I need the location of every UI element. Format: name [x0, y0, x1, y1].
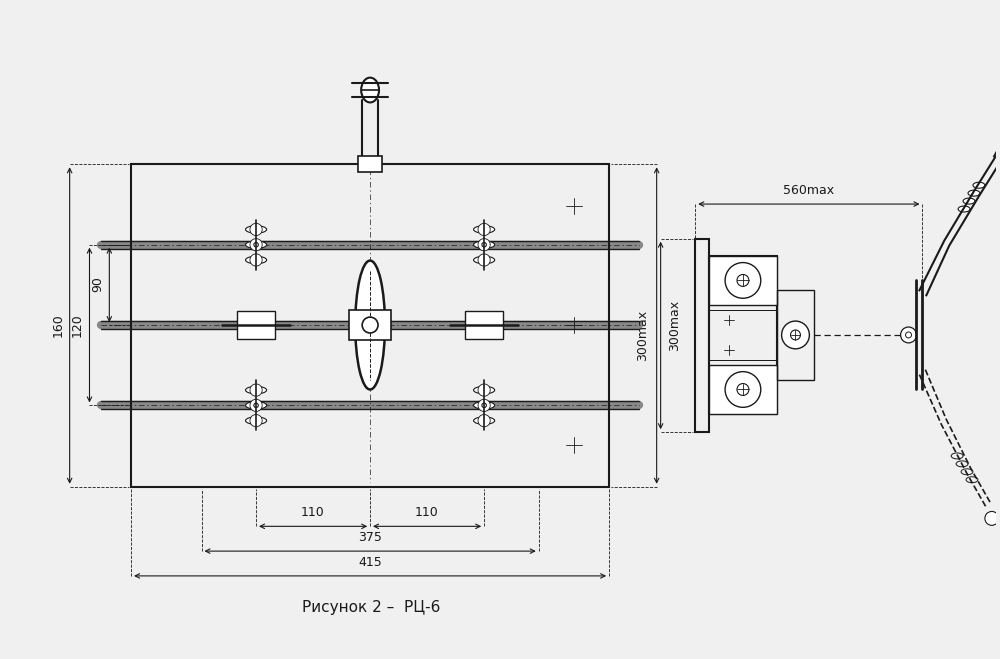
Ellipse shape — [246, 417, 267, 424]
Circle shape — [478, 254, 490, 266]
Text: 300max: 300max — [668, 299, 681, 351]
Circle shape — [478, 384, 490, 396]
Text: 375: 375 — [358, 530, 382, 544]
Circle shape — [478, 399, 490, 411]
Ellipse shape — [361, 78, 379, 102]
Bar — [349, 310, 391, 340]
Ellipse shape — [474, 256, 495, 264]
Ellipse shape — [963, 198, 975, 204]
Bar — [709, 364, 777, 415]
Circle shape — [250, 254, 262, 266]
Bar — [709, 256, 777, 415]
Bar — [709, 256, 777, 305]
Circle shape — [478, 239, 490, 251]
Bar — [358, 156, 382, 173]
Circle shape — [725, 262, 761, 299]
Circle shape — [985, 511, 999, 525]
Circle shape — [478, 223, 490, 235]
Text: 160: 160 — [51, 313, 64, 337]
Ellipse shape — [968, 190, 980, 196]
Text: Рисунок 2 –  РЦ-6: Рисунок 2 – РЦ-6 — [302, 600, 440, 615]
Circle shape — [482, 243, 486, 247]
Text: 110: 110 — [301, 506, 324, 519]
Text: 415: 415 — [358, 556, 382, 569]
Ellipse shape — [246, 402, 267, 409]
Ellipse shape — [246, 241, 267, 248]
Ellipse shape — [355, 260, 385, 389]
Circle shape — [254, 403, 258, 407]
Bar — [695, 239, 709, 432]
Text: 120: 120 — [71, 313, 84, 337]
Circle shape — [901, 327, 916, 343]
Circle shape — [362, 317, 378, 333]
Circle shape — [250, 399, 262, 411]
Circle shape — [254, 243, 258, 247]
Ellipse shape — [958, 206, 970, 212]
Bar — [131, 164, 609, 486]
Circle shape — [250, 223, 262, 235]
Ellipse shape — [246, 226, 267, 233]
Circle shape — [782, 321, 809, 349]
Text: 300max: 300max — [636, 309, 649, 360]
Bar — [237, 311, 275, 339]
Circle shape — [725, 372, 761, 407]
Ellipse shape — [474, 226, 495, 233]
Circle shape — [250, 239, 262, 251]
Ellipse shape — [474, 417, 495, 424]
Ellipse shape — [474, 241, 495, 248]
Circle shape — [791, 330, 800, 340]
Ellipse shape — [474, 386, 495, 394]
Bar — [465, 311, 503, 339]
Ellipse shape — [246, 386, 267, 394]
Circle shape — [482, 403, 486, 407]
Ellipse shape — [474, 402, 495, 409]
Circle shape — [737, 384, 749, 395]
Circle shape — [250, 384, 262, 396]
Ellipse shape — [973, 183, 985, 188]
Bar — [777, 291, 814, 380]
Text: 110: 110 — [415, 506, 438, 519]
Text: 90: 90 — [91, 276, 104, 293]
Circle shape — [478, 415, 490, 427]
Circle shape — [906, 332, 912, 338]
Circle shape — [250, 415, 262, 427]
Circle shape — [737, 274, 749, 287]
Text: 560max: 560max — [783, 184, 834, 196]
Ellipse shape — [246, 256, 267, 264]
